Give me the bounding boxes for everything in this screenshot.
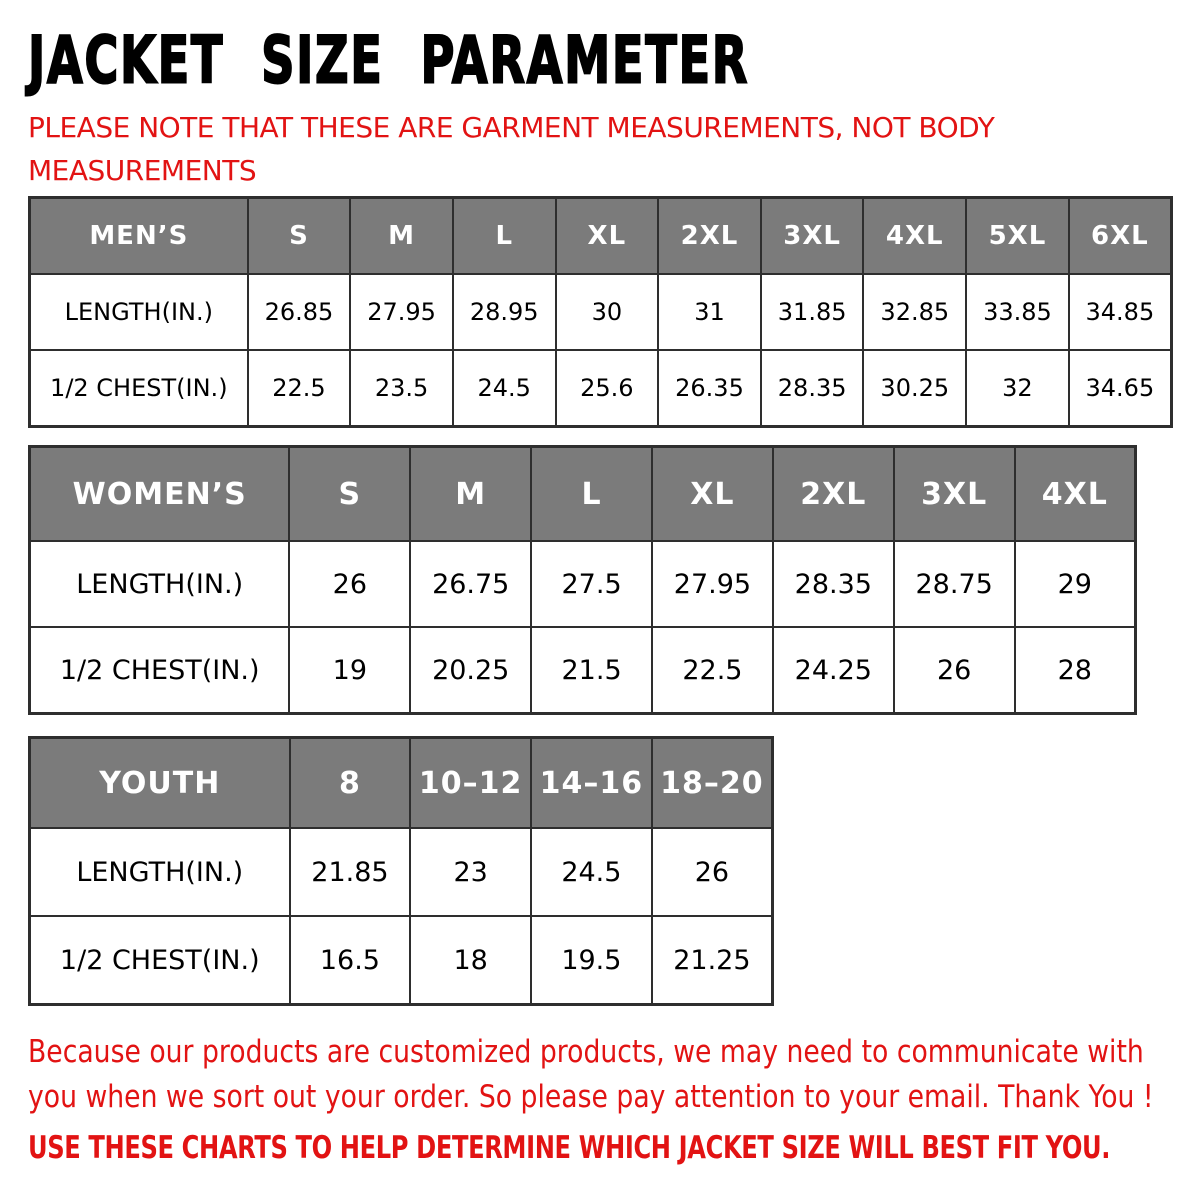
size-header-cell: XL (651, 445, 774, 542)
measure-value-cell: 33.85 (965, 273, 1070, 351)
header-row: MEN’S S M L XL 2XL 3XL 4XL 5XL 6XL (28, 196, 1173, 275)
measure-label-cell: LENGTH(IN.) (28, 273, 249, 351)
size-header-cell: 2XL (771, 445, 895, 542)
measure-value-cell: 28.35 (771, 540, 895, 628)
measure-value-cell: 32.85 (862, 273, 968, 351)
size-header-cell: 18–20 (650, 736, 774, 829)
measure-value-cell: 27.95 (349, 273, 454, 351)
size-header-cell: S (246, 196, 352, 275)
measure-value-cell: 23 (409, 827, 533, 917)
measure-row: LENGTH(IN.) 21.85 23 24.5 26 (28, 827, 774, 917)
measure-value-cell: 22.5 (651, 626, 774, 715)
measure-label-cell: LENGTH(IN.) (28, 827, 291, 917)
measure-value-cell: 32 (965, 349, 1070, 428)
chart-usage-instruction: USE THESE CHARTS TO HELP DETERMINE WHICH… (28, 1130, 1111, 1166)
measure-value-cell: 24.25 (771, 626, 895, 715)
measure-value-cell: 27.5 (530, 540, 653, 628)
size-header-cell: 14–16 (530, 736, 653, 829)
size-header-cell: 5XL (965, 196, 1070, 275)
size-header-cell: L (530, 445, 653, 542)
measure-value-cell: 28 (1013, 626, 1137, 715)
page-title: JACKET SIZE PARAMETER (27, 21, 750, 99)
measure-value-cell: 18 (409, 915, 533, 1006)
measure-value-cell: 31.85 (759, 273, 865, 351)
size-header-cell: XL (554, 196, 660, 275)
measure-value-cell: 16.5 (288, 915, 412, 1006)
measure-value-cell: 26.75 (409, 540, 533, 628)
garment-measurement-note: PLEASE NOTE THAT THESE ARE GARMENT MEASU… (28, 111, 995, 188)
measure-value-cell: 26 (650, 827, 774, 917)
size-header-cell: 10–12 (409, 736, 533, 829)
size-table-mens: MEN’S S M L XL 2XL 3XL 4XL 5XL 6XL LENGTH(IN.) 26.8… (28, 196, 1173, 428)
measure-row: 1/2 CHEST(IN.) 22.5 23.5 24.5 25.6 26.35 28.35… (28, 349, 1173, 428)
measure-value-cell: 26 (288, 540, 412, 628)
size-header-cell: M (349, 196, 454, 275)
size-header-cell: M (409, 445, 533, 542)
measure-value-cell: 28.35 (759, 349, 865, 428)
measure-value-cell: 19 (288, 626, 412, 715)
measure-label-cell: LENGTH(IN.) (28, 540, 291, 628)
size-header-cell: 8 (288, 736, 412, 829)
group-label-cell: WOMEN’S (28, 445, 291, 542)
measure-value-cell: 29 (1013, 540, 1137, 628)
measure-value-cell: 30 (554, 273, 660, 351)
size-header-cell: 3XL (759, 196, 865, 275)
measure-value-cell: 26.85 (246, 273, 352, 351)
size-header-cell: 4XL (1013, 445, 1137, 542)
measure-value-cell: 28.95 (451, 273, 557, 351)
size-header-cell: 3XL (892, 445, 1016, 542)
measure-value-cell: 21.5 (530, 626, 653, 715)
size-header-cell: 2XL (657, 196, 762, 275)
measure-value-cell: 34.65 (1067, 349, 1173, 428)
measure-label-cell: 1/2 CHEST(IN.) (28, 349, 249, 428)
measure-row: LENGTH(IN.) 26.85 27.95 28.95 30 31 31.85 32.85… (28, 273, 1173, 351)
measure-row: 1/2 CHEST(IN.) 19 20.25 21.5 22.5 24.25 26 28 (28, 626, 1137, 715)
measure-value-cell: 31 (657, 273, 762, 351)
measure-value-cell: 28.75 (892, 540, 1016, 628)
size-header-cell: 4XL (862, 196, 968, 275)
size-header-cell: S (288, 445, 412, 542)
measure-value-cell: 23.5 (349, 349, 454, 428)
size-table-youth: YOUTH 8 10–12 14–16 18–20 LENGTH(IN.) 21.85 23 2… (28, 736, 774, 1006)
measure-value-cell: 34.85 (1067, 273, 1173, 351)
measure-value-cell: 24.5 (530, 827, 653, 917)
header-row: WOMEN’S S M L XL 2XL 3XL 4XL (28, 445, 1137, 542)
measure-value-cell: 24.5 (451, 349, 557, 428)
measure-row: LENGTH(IN.) 26 26.75 27.5 27.95 28.35 28.75 29 (28, 540, 1137, 628)
measure-label-cell: 1/2 CHEST(IN.) (28, 626, 291, 715)
measure-value-cell: 30.25 (862, 349, 968, 428)
group-label-cell: YOUTH (28, 736, 291, 829)
customization-notice: Because our products are customized prod… (28, 1034, 1154, 1115)
measure-value-cell: 21.25 (650, 915, 774, 1006)
measure-value-cell: 19.5 (530, 915, 653, 1006)
measure-value-cell: 27.95 (651, 540, 774, 628)
header-row: YOUTH 8 10–12 14–16 18–20 (28, 736, 774, 829)
size-header-cell: L (451, 196, 557, 275)
measure-value-cell: 26 (892, 626, 1016, 715)
group-label-cell: MEN’S (28, 196, 249, 275)
measure-value-cell: 20.25 (409, 626, 533, 715)
measure-value-cell: 21.85 (288, 827, 412, 917)
measure-value-cell: 25.6 (554, 349, 660, 428)
measure-row: 1/2 CHEST(IN.) 16.5 18 19.5 21.25 (28, 915, 774, 1006)
measure-value-cell: 22.5 (246, 349, 352, 428)
measure-label-cell: 1/2 CHEST(IN.) (28, 915, 291, 1006)
measure-value-cell: 26.35 (657, 349, 762, 428)
size-header-cell: 6XL (1067, 196, 1173, 275)
size-table-womens: WOMEN’S S M L XL 2XL 3XL 4XL LENGTH(IN.) 26 26.75 2… (28, 445, 1137, 715)
